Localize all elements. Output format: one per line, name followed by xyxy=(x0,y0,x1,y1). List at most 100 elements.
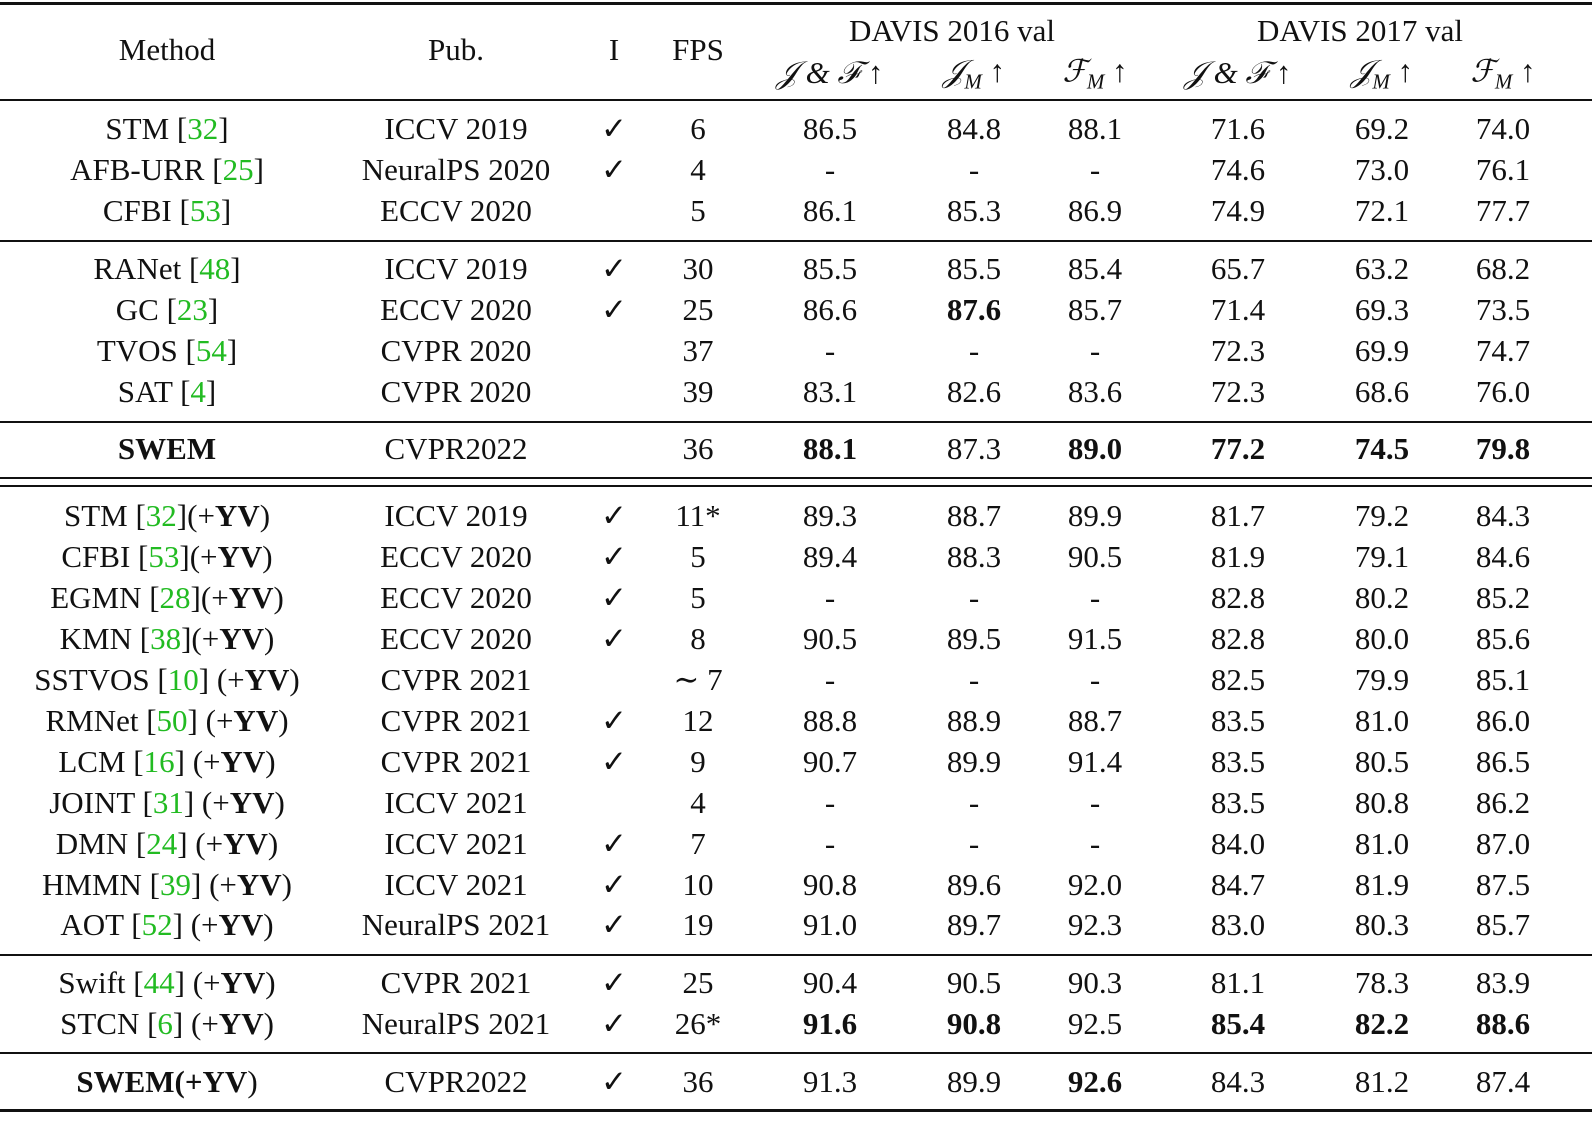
score-cell: 81.9 xyxy=(1210,539,1266,574)
fps-cell: 4 xyxy=(690,785,706,820)
citation-link[interactable]: 48 xyxy=(199,251,231,286)
score-cell: 88.7 xyxy=(946,498,1002,533)
check-icon: ✓ xyxy=(601,152,627,187)
pub-cell: ECCV 2020 xyxy=(380,292,532,327)
method-name: SAT xyxy=(117,374,173,409)
score-cell: 85.1 xyxy=(1475,662,1531,697)
score-cell: 88.3 xyxy=(946,539,1002,574)
citation-link[interactable]: 28 xyxy=(159,580,191,615)
j-symbol: 𝒥 xyxy=(1350,53,1373,89)
score-cell: 79.1 xyxy=(1354,539,1410,574)
score-cell: 82.2 xyxy=(1354,1006,1410,1041)
pub-cell: CVPR 2020 xyxy=(380,374,532,409)
score-cell: 87.6 xyxy=(946,292,1002,327)
citation-link[interactable]: 4 xyxy=(190,374,206,409)
score-cell: - xyxy=(824,785,836,820)
citation-link[interactable]: 31 xyxy=(152,785,184,820)
score-cell: 72.3 xyxy=(1210,374,1266,409)
score-cell: 72.3 xyxy=(1210,333,1266,368)
fps-cell: 4 xyxy=(690,152,706,187)
method-cell: CFBI [53] xyxy=(102,193,232,228)
citation-link[interactable]: 6 xyxy=(157,1006,173,1041)
check-icon: ✓ xyxy=(601,1064,627,1099)
score-cell: 91.5 xyxy=(1067,621,1123,656)
check-icon: ✓ xyxy=(601,621,627,656)
method-cell: GC [23] xyxy=(115,292,219,327)
score-cell: 90.4 xyxy=(802,965,858,1000)
score-cell: 90.5 xyxy=(802,621,858,656)
yv-tag: YV xyxy=(236,867,282,902)
citation-link[interactable]: 32 xyxy=(187,111,219,146)
score-cell: 86.9 xyxy=(1067,193,1123,228)
score-cell: - xyxy=(1089,662,1101,697)
score-cell: - xyxy=(968,580,980,615)
method-cell: TVOS [54] xyxy=(96,333,238,368)
score-cell: 86.6 xyxy=(802,292,858,327)
score-cell: 83.5 xyxy=(1210,703,1266,738)
citation-link[interactable]: 38 xyxy=(150,621,182,656)
col-header-method: Method xyxy=(118,32,216,67)
citation-link[interactable]: 53 xyxy=(189,193,221,228)
citation-link[interactable]: 39 xyxy=(159,867,191,902)
fps-cell: 5 xyxy=(690,539,706,574)
score-cell: 68.6 xyxy=(1354,374,1410,409)
score-cell: - xyxy=(1089,826,1101,861)
pub-cell: ICCV 2021 xyxy=(384,826,528,861)
col-header-fm-2017: ℱM ↑ xyxy=(1470,53,1535,94)
method-cell: SSTVOS [10] (+YV) xyxy=(34,662,300,697)
score-cell: 88.7 xyxy=(1067,703,1123,738)
up-arrow-icon: ↑ xyxy=(1112,53,1128,89)
citation-link[interactable]: 50 xyxy=(156,703,188,738)
score-cell: 90.5 xyxy=(946,965,1002,1000)
citation-link[interactable]: 16 xyxy=(143,744,175,779)
score-cell: - xyxy=(1089,333,1101,368)
score-cell: 85.5 xyxy=(802,251,858,286)
col-group-davis2016: DAVIS 2016 val xyxy=(848,13,1056,48)
score-cell: 86.0 xyxy=(1475,703,1531,738)
method-name: HMMN xyxy=(42,867,142,902)
col-header-jf-2017: 𝒥 & ℱ ↑ xyxy=(1184,55,1292,90)
yv-tag: YV xyxy=(218,1006,264,1041)
score-cell: 89.6 xyxy=(946,867,1002,902)
citation-link[interactable]: 10 xyxy=(167,662,199,697)
pub-cell: NeuralPS 2020 xyxy=(361,152,551,187)
citation-link[interactable]: 54 xyxy=(195,333,227,368)
citation-link[interactable]: 23 xyxy=(176,292,208,327)
citation-link[interactable]: 32 xyxy=(145,498,177,533)
method-cell: AOT [52] (+YV) xyxy=(60,907,274,942)
score-cell: 89.7 xyxy=(946,907,1002,942)
score-cell: 71.4 xyxy=(1210,292,1266,327)
pub-cell: CVPR2022 xyxy=(384,431,528,466)
fps-cell: 30 xyxy=(682,251,714,286)
method-name: CFBI xyxy=(102,193,172,228)
score-cell: 92.6 xyxy=(1067,1064,1123,1099)
yv-suffix: (+YV xyxy=(174,1064,248,1099)
score-cell: 80.0 xyxy=(1354,621,1410,656)
citation-link[interactable]: 25 xyxy=(222,152,254,187)
fps-cell: 5 xyxy=(690,580,706,615)
method-name: GC xyxy=(115,292,159,327)
fps-cell: 9 xyxy=(690,744,706,779)
method-name: RMNet xyxy=(45,703,139,738)
pub-cell: CVPR 2021 xyxy=(380,662,532,697)
score-cell: 83.9 xyxy=(1475,965,1531,1000)
score-cell: 85.4 xyxy=(1067,251,1123,286)
citation-link[interactable]: 52 xyxy=(141,907,173,942)
score-cell: 80.2 xyxy=(1354,580,1410,615)
score-cell: 89.9 xyxy=(946,1064,1002,1099)
citation-link[interactable]: 53 xyxy=(148,539,180,574)
method-cell: Swift [44] (+YV) xyxy=(58,965,276,1000)
col-header-pub: Pub. xyxy=(428,32,484,67)
group-rule xyxy=(0,421,1592,423)
citation-link[interactable]: 24 xyxy=(146,826,178,861)
check-icon: ✓ xyxy=(601,498,627,533)
f-symbol: ℱ xyxy=(1470,53,1495,89)
fps-cell: 6 xyxy=(690,111,706,146)
method-name: AFB-URR xyxy=(70,152,205,187)
citation-link[interactable]: 44 xyxy=(143,965,175,1000)
method-name: DMN xyxy=(55,826,129,861)
pub-cell: CVPR 2021 xyxy=(380,703,532,738)
col-group-davis2017: DAVIS 2017 val xyxy=(1256,13,1464,48)
score-cell: 87.0 xyxy=(1475,826,1531,861)
